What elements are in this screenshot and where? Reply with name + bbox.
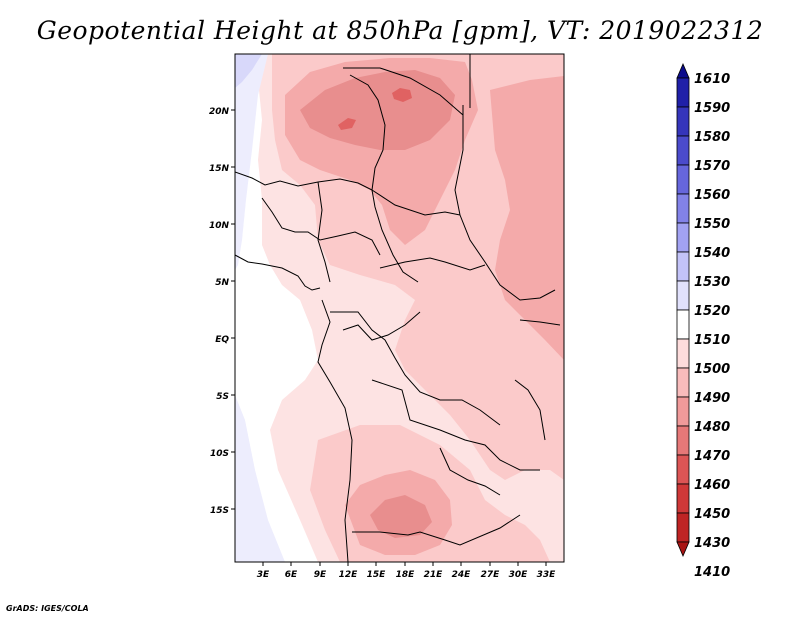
field-level-1520-southwest [235,395,285,562]
colorbar-label: 1530 [694,275,730,290]
west-africa-coastline [235,254,321,291]
colorbar-swatch [676,338,690,369]
lon-label: 24E [452,570,472,580]
field-level-1470-south [370,495,432,538]
colorbar-swatch [676,396,690,427]
lat-labels: 20N 15N 10N 5N EQ 5S 10S 15S [209,107,230,516]
lon-label: 21E [424,570,444,580]
colorbar-label: 1510 [694,333,730,348]
colorbar-label: 1610 [694,72,730,87]
colorbar-label: 1470 [694,449,730,464]
colorbar-swatch [676,193,690,224]
colorbar-label: 1570 [694,159,730,174]
lon-label: 27E [481,570,501,580]
field-level-1520-west [235,54,268,270]
lon-label: 3E [257,570,270,580]
colorbar-swatch [676,135,690,166]
colorbar-swatch [676,164,690,195]
colorbar-cap-top [676,62,690,79]
lat-label: EQ [215,335,229,345]
lon-label: 12E [339,570,359,580]
colorbar-swatch [676,367,690,398]
country-borders [235,54,561,562]
page-title: Geopotential Height at 850hPa [gpm], VT:… [36,16,764,45]
colorbar-label: 1480 [694,420,730,435]
lon-labels: 3E 6E 9E 12E 15E 18E 21E 24E 27E 30E 33E [257,570,556,580]
field-level-1470-north [300,70,455,150]
colorbar-swatch [676,512,690,543]
colorbar-label: 1490 [694,391,730,406]
colorbar-label: 1540 [694,246,730,261]
lat-label: 15N [209,164,230,174]
field-level-1460-spot-a [392,88,412,102]
lat-label: 20N [209,107,230,117]
lat-label: 15S [210,506,229,516]
colorbar-label: 1580 [694,130,730,145]
map-frame [234,53,565,563]
lat-label: 10N [209,221,230,231]
lon-label: 9E [314,570,327,580]
colorbar-label: 1500 [694,362,730,377]
field-level-1480-east [490,76,564,360]
colorbar-swatch [676,77,690,108]
colorbar-label: 1450 [694,507,730,522]
lon-label: 6E [285,570,298,580]
colorbar-label: 1520 [694,304,730,319]
colorbar-cap-bottom [676,541,690,558]
lon-label: 15E [367,570,387,580]
colorbar-swatch [676,280,690,311]
colorbar-swatch [676,222,690,253]
footer-credit: GrADS: IGES/COLA [6,604,89,613]
lat-label: 5N [215,278,229,288]
field-level-1530-corner [235,54,262,88]
west-africa-borders [235,171,419,283]
colorbar-swatch [676,454,690,485]
colorbar-swatch [676,425,690,456]
field-level-1460-spot-b [338,118,356,130]
colorbar-label: 1560 [694,188,730,203]
colorbar-label: 1590 [694,101,730,116]
colorbar-swatch [676,309,690,340]
colorbar-swatch [676,106,690,137]
lat-ticks [231,109,235,510]
lon-label: 18E [396,570,416,580]
colorbar-swatch [676,483,690,514]
colorbar-label: 1550 [694,217,730,232]
lat-label: 10S [210,449,229,459]
lon-ticks [262,562,547,566]
colorbar-label: 1460 [694,478,730,493]
lon-label: 33E [537,570,557,580]
colorbar-label: 1430 [694,536,730,551]
colorbar-swatch [676,251,690,282]
colorbar-label: 1410 [694,565,730,580]
lon-label: 30E [509,570,529,580]
lat-label: 5S [216,392,229,402]
colorbar: 1610 1590 1580 1570 1560 1550 1540 1530 1520 1510… [676,62,730,580]
central-africa-coastline [317,299,353,562]
height-field [235,54,564,562]
